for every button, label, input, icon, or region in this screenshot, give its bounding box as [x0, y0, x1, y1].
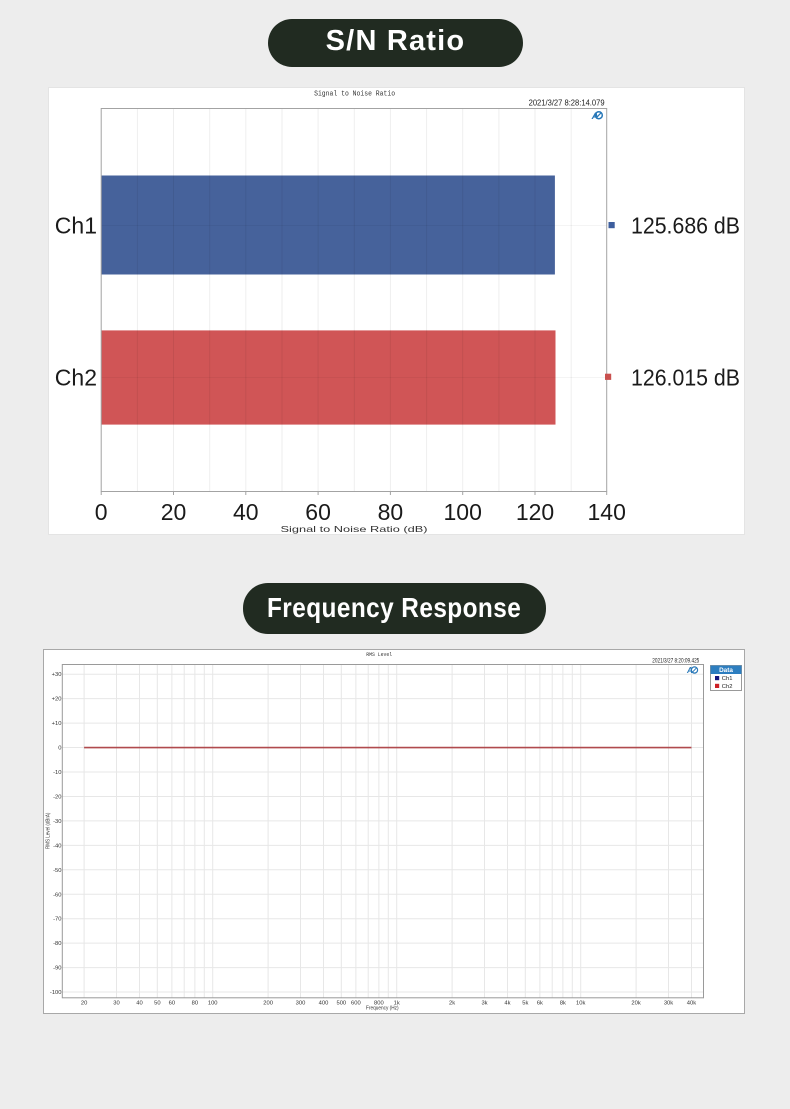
svg-text:20k: 20k	[631, 1001, 640, 1007]
svg-text:400: 400	[319, 1001, 329, 1007]
svg-text:Signal to Noise Ratio (dB): Signal to Noise Ratio (dB)	[281, 525, 428, 534]
svg-text:40k: 40k	[687, 1001, 696, 1007]
svg-text:600: 600	[351, 1001, 361, 1007]
svg-text:30k: 30k	[664, 1001, 673, 1007]
svg-text:60: 60	[169, 1001, 175, 1007]
svg-text:100: 100	[444, 499, 482, 525]
svg-text:100: 100	[208, 1001, 218, 1007]
svg-text:Ch2: Ch2	[722, 684, 733, 690]
svg-text:60: 60	[305, 499, 331, 525]
svg-text:800: 800	[374, 1001, 384, 1007]
svg-text:-60: -60	[53, 892, 61, 898]
svg-text:-50: -50	[53, 868, 61, 874]
svg-text:-70: -70	[53, 917, 61, 923]
svg-text:50: 50	[154, 1001, 160, 1007]
svg-text:-10: -10	[53, 770, 61, 776]
svg-text:-90: -90	[53, 966, 61, 972]
svg-text:6k: 6k	[537, 1001, 543, 1007]
svg-text:20: 20	[161, 499, 187, 525]
svg-text:140: 140	[588, 499, 626, 525]
svg-text:20: 20	[81, 1001, 87, 1007]
svg-text:2k: 2k	[449, 1001, 455, 1007]
svg-text:Ch1: Ch1	[55, 213, 97, 239]
svg-text:Frequency (Hz): Frequency (Hz)	[366, 1006, 399, 1012]
svg-text:30: 30	[113, 1001, 119, 1007]
svg-text:+20: +20	[52, 697, 62, 703]
svg-text:Ch1: Ch1	[722, 676, 733, 682]
svg-text:+10: +10	[52, 721, 62, 727]
svg-text:1k: 1k	[394, 1001, 400, 1007]
svg-text:120: 120	[516, 499, 554, 525]
svg-text:0: 0	[58, 746, 61, 752]
svg-text:2021/3/27 8:28:14.079: 2021/3/27 8:28:14.079	[529, 97, 605, 107]
svg-text:8k: 8k	[560, 1001, 566, 1007]
svg-text:RMS Level: RMS Level	[366, 651, 392, 658]
svg-text:40: 40	[233, 499, 259, 525]
svg-text:125.686 dB: 125.686 dB	[631, 213, 740, 239]
svg-text:10k: 10k	[576, 1001, 585, 1007]
svg-text:300: 300	[296, 1001, 306, 1007]
svg-text:Ch2: Ch2	[55, 365, 97, 391]
svg-text:500: 500	[336, 1001, 346, 1007]
svg-text:2021/3/27 8:20:09.425: 2021/3/27 8:20:09.425	[652, 658, 700, 664]
svg-text:40: 40	[136, 1001, 142, 1007]
svg-text:80: 80	[378, 499, 404, 525]
svg-text:-100: -100	[50, 990, 62, 996]
svg-text:80: 80	[192, 1001, 198, 1007]
svg-text:RMS Level (dBrA): RMS Level (dBrA)	[45, 812, 51, 849]
svg-text:0: 0	[95, 499, 108, 525]
svg-text:-40: -40	[53, 843, 61, 849]
svg-text:A: A	[591, 111, 599, 122]
svg-text:-80: -80	[53, 941, 61, 947]
svg-text:-30: -30	[53, 819, 61, 825]
svg-text:126.015 dB: 126.015 dB	[631, 365, 740, 391]
svg-text:Signal to Noise Ratio: Signal to Noise Ratio	[314, 90, 395, 98]
svg-text:4k: 4k	[504, 1001, 510, 1007]
svg-text:+30: +30	[52, 672, 62, 678]
svg-text:Data: Data	[719, 667, 733, 674]
svg-text:200: 200	[263, 1001, 273, 1007]
svg-text:3k: 3k	[481, 1001, 487, 1007]
svg-text:-20: -20	[53, 794, 61, 800]
svg-text:A: A	[686, 666, 693, 675]
svg-text:5k: 5k	[522, 1001, 528, 1007]
